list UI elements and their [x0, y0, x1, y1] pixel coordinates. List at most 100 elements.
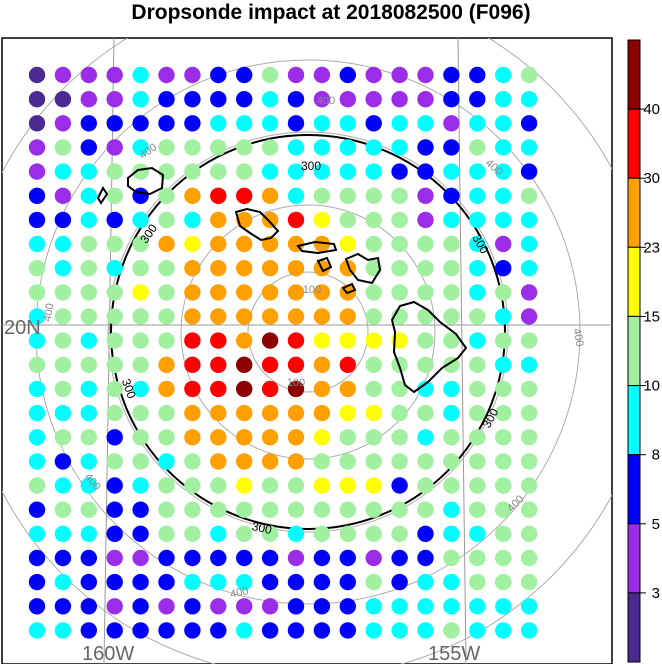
- impact-dot: [417, 235, 434, 253]
- impact-dot: [184, 66, 201, 84]
- impact-dot: [158, 139, 175, 156]
- impact-dot: [158, 115, 175, 132]
- impact-dot: [417, 404, 434, 422]
- impact-dot: [210, 453, 227, 470]
- impact-dot: [28, 66, 46, 84]
- impact-dot: [469, 573, 486, 591]
- impact-dot: [210, 573, 227, 591]
- impact-dot: [417, 284, 434, 301]
- island-maui: [344, 252, 382, 285]
- impact-dot: [469, 332, 486, 349]
- impact-dot: [443, 66, 460, 84]
- impact-dot: [391, 525, 408, 542]
- impact-dot: [236, 380, 253, 398]
- impact-dot: [210, 380, 227, 398]
- impact-dot: [54, 549, 72, 567]
- impact-dot: [28, 477, 46, 494]
- lat-label-20n: 20N: [4, 317, 41, 339]
- impact-dot: [236, 477, 253, 494]
- impact-dot: [158, 429, 175, 446]
- impact-dot: [417, 501, 434, 518]
- impact-dot: [443, 115, 460, 132]
- impact-dot: [80, 284, 98, 301]
- impact-dot: [54, 284, 72, 301]
- impact-dot: [261, 260, 279, 277]
- impact-dot: [132, 404, 149, 422]
- colorbar-tick-label: 23: [643, 239, 660, 256]
- impact-dot: [80, 598, 98, 615]
- impact-dot: [417, 356, 434, 373]
- impact-dot: [469, 380, 486, 398]
- impact-dot: [132, 235, 149, 253]
- impact-dot: [520, 260, 538, 277]
- impact-dot: [28, 260, 46, 277]
- impact-dot: [80, 404, 98, 422]
- impact-dot: [520, 91, 538, 108]
- impact-dot: [236, 115, 253, 132]
- impact-dot: [106, 453, 123, 470]
- impact-dot: [391, 598, 408, 615]
- impact-dot: [417, 211, 434, 229]
- impact-dot: [469, 598, 486, 615]
- impact-dot: [106, 477, 123, 494]
- impact-dot: [184, 477, 201, 494]
- impact-dot: [236, 235, 253, 253]
- impact-dot: [391, 284, 408, 301]
- impact-dot: [520, 453, 538, 470]
- impact-dot: [236, 598, 253, 615]
- impact-dot: [184, 549, 201, 567]
- impact-dot: [365, 429, 382, 446]
- impact-dot: [80, 380, 98, 398]
- impact-dot: [469, 115, 486, 132]
- colorbar-tick-label: 10: [643, 378, 660, 395]
- impact-dot: [106, 260, 123, 277]
- impact-dot: [106, 622, 123, 639]
- impact-dot: [158, 211, 175, 229]
- impact-dot: [54, 525, 72, 542]
- impact-dot: [391, 453, 408, 470]
- impact-dot: [184, 91, 201, 108]
- impact-dot: [495, 622, 512, 639]
- impact-dot: [28, 404, 46, 422]
- impact-dot: [417, 573, 434, 591]
- impact-dot: [54, 404, 72, 422]
- impact-dot: [54, 115, 72, 132]
- impact-dot: [261, 380, 279, 398]
- impact-dot: [184, 404, 201, 422]
- colorbar-box: [627, 315, 641, 386]
- impact-dot: [106, 284, 123, 301]
- impact-dot: [417, 91, 434, 108]
- impact-dot: [520, 525, 538, 542]
- impact-dot: [80, 549, 98, 567]
- impact-dot: [520, 235, 538, 253]
- impact-dot: [184, 356, 201, 373]
- impact-dot: [54, 260, 72, 277]
- impact-dot: [520, 115, 538, 132]
- impact-dot: [287, 308, 305, 325]
- impact-dot: [417, 66, 434, 84]
- impact-dot: [54, 211, 72, 229]
- impact-dot: [236, 284, 253, 301]
- impact-dot: [28, 139, 46, 156]
- impact-dot: [106, 163, 123, 180]
- impact-dot: [236, 453, 253, 470]
- impact-dot: [469, 453, 486, 470]
- impact-dot: [287, 332, 305, 349]
- impact-dot: [365, 308, 382, 325]
- impact-dot: [495, 91, 512, 108]
- impact-dot: [443, 501, 460, 518]
- impact-dot: [236, 332, 253, 349]
- impact-dot: [236, 260, 253, 277]
- colorbar-tick-label: 5: [652, 516, 660, 533]
- impact-dot: [80, 139, 98, 156]
- impact-dot: [417, 260, 434, 277]
- impact-dot: [106, 332, 123, 349]
- contour-label: 300: [301, 159, 321, 173]
- impact-dot: [54, 380, 72, 398]
- impact-dot: [495, 356, 512, 373]
- impact-dot: [495, 115, 512, 132]
- island-molokai: [296, 240, 338, 255]
- impact-dot: [28, 380, 46, 398]
- impact-dot: [391, 115, 408, 132]
